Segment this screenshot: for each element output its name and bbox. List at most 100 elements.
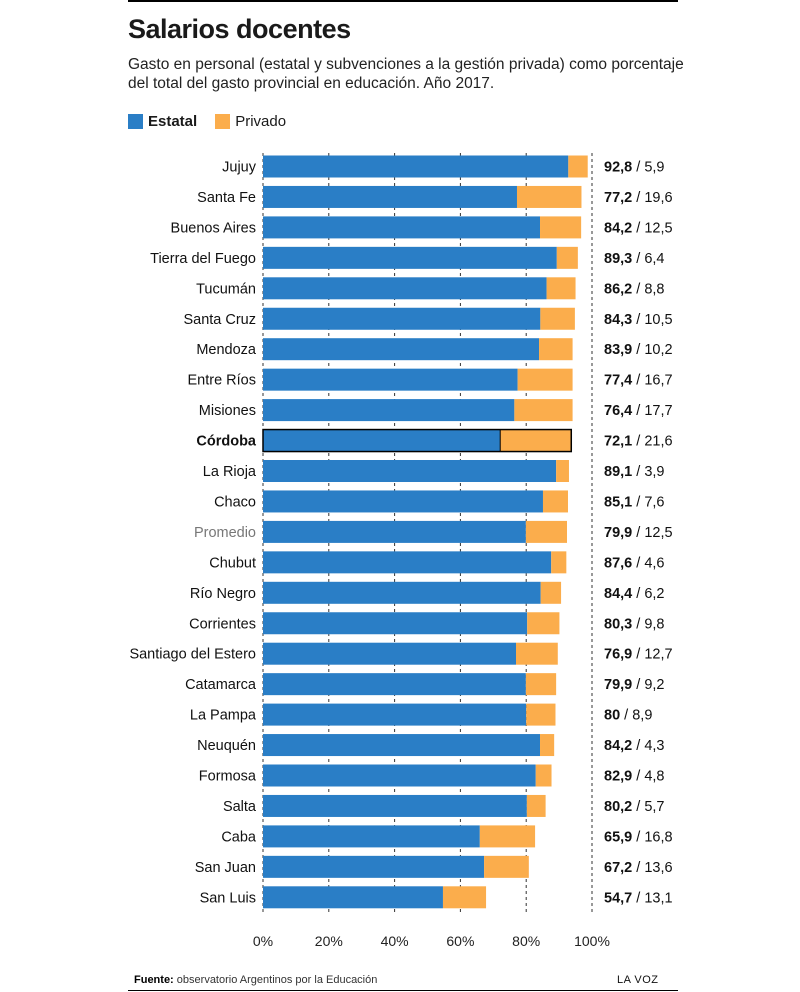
x-tick-label: 20% xyxy=(315,933,343,949)
value-label: 84,4 / 6,2 xyxy=(604,586,664,602)
category-label: Río Negro xyxy=(190,586,256,602)
value-label-estatal: 80,3 xyxy=(604,616,632,632)
bar-privado xyxy=(540,216,582,239)
value-label-estatal: 89,3 xyxy=(604,251,632,267)
value-label-privado: / 9,8 xyxy=(632,616,664,632)
source-note: Fuente: observatorio Argentinos por la E… xyxy=(134,974,377,986)
value-label-estatal: 76,9 xyxy=(604,647,632,663)
category-label: Tierra del Fuego xyxy=(150,251,256,267)
value-label: 89,3 / 6,4 xyxy=(604,251,664,267)
legend-swatch-estatal xyxy=(128,113,143,129)
category-label: La Pampa xyxy=(190,708,257,724)
bar-privado xyxy=(542,490,568,513)
value-label-estatal: 80,2 xyxy=(604,799,632,815)
value-label-privado: / 4,3 xyxy=(632,738,664,754)
value-label: 83,9 / 10,2 xyxy=(604,342,673,358)
value-label-estatal: 89,1 xyxy=(604,464,632,480)
value-label: 80,2 / 5,7 xyxy=(604,799,664,815)
category-label: Promedio xyxy=(194,525,256,541)
value-label-privado: / 12,5 xyxy=(632,220,672,236)
bar-estatal xyxy=(263,673,526,696)
legend-item-estatal: Estatal xyxy=(128,113,197,130)
category-label: Catamarca xyxy=(185,677,257,693)
value-label-estatal: 80 xyxy=(604,708,620,724)
bar-estatal xyxy=(263,886,443,909)
category-label: Santa Fe xyxy=(197,190,256,206)
bar-privado xyxy=(525,673,557,696)
value-label-estatal: 77,4 xyxy=(604,373,632,389)
value-label: 76,9 / 12,7 xyxy=(604,647,673,663)
x-tick-label: 40% xyxy=(381,933,409,949)
bar-privado xyxy=(517,368,573,391)
category-label: Corrientes xyxy=(189,616,256,632)
value-label-privado: / 16,8 xyxy=(632,829,672,845)
value-label: 79,9 / 9,2 xyxy=(604,677,664,693)
value-label-estatal: 65,9 xyxy=(604,829,632,845)
x-tick-label: 0% xyxy=(253,933,273,949)
category-label: Salta xyxy=(223,799,257,815)
bar-estatal xyxy=(263,185,517,208)
value-label: 84,2 / 4,3 xyxy=(604,738,664,754)
category-label: Caba xyxy=(221,829,257,845)
value-label-privado: / 6,4 xyxy=(632,251,664,267)
category-label: Santiago del Estero xyxy=(129,647,256,663)
bar-estatal xyxy=(263,338,540,361)
chart-title: Salarios docentes xyxy=(128,14,351,44)
legend: Estatal Privado xyxy=(128,112,304,130)
value-label-estatal: 87,6 xyxy=(604,555,632,571)
value-label-privado: / 4,8 xyxy=(632,769,664,785)
value-label-privado: / 16,7 xyxy=(632,373,672,389)
bar-estatal xyxy=(263,520,526,543)
bar-privado xyxy=(527,612,560,635)
category-label: Entre Ríos xyxy=(188,373,257,389)
value-label-estatal: 84,4 xyxy=(604,586,632,602)
chart-subtitle: Gasto en personal (estatal y subvencione… xyxy=(128,56,684,92)
value-label: 77,2 / 19,6 xyxy=(604,190,673,206)
value-label-privado: / 6,2 xyxy=(632,586,664,602)
value-label-estatal: 84,2 xyxy=(604,738,632,754)
value-label-estatal: 92,8 xyxy=(604,160,632,176)
value-label-privado: / 3,9 xyxy=(632,464,664,480)
bar-estatal xyxy=(263,399,515,422)
bar-estatal xyxy=(263,429,501,452)
bar-estatal xyxy=(263,764,536,787)
legend-swatch-privado xyxy=(215,113,231,129)
bar-privado xyxy=(540,581,562,604)
value-label-estatal: 79,9 xyxy=(604,677,632,693)
top-rule xyxy=(128,0,678,2)
value-label: 54,7 / 13,1 xyxy=(604,890,673,906)
value-label-privado: / 7,6 xyxy=(632,494,664,510)
value-label: 84,2 / 12,5 xyxy=(604,220,673,236)
brand-logo-text: LA VOZ xyxy=(617,974,659,986)
value-label: 82,9 / 4,8 xyxy=(604,769,664,785)
value-label-privado: / 10,5 xyxy=(632,312,672,328)
category-label: Buenos Aires xyxy=(171,220,256,236)
value-label-privado: / 12,7 xyxy=(632,647,672,663)
bar-estatal xyxy=(263,825,480,848)
bar-privado xyxy=(551,551,567,574)
bar-estatal xyxy=(263,307,541,330)
value-label-privado: / 10,2 xyxy=(632,342,672,358)
value-label: 72,1 / 21,6 xyxy=(604,434,673,450)
source-text: observatorio Argentinos por la Educación xyxy=(176,974,378,986)
category-label: Misiones xyxy=(199,403,256,419)
category-label: Tucumán xyxy=(196,281,256,297)
category-label: San Luis xyxy=(200,890,256,906)
bar-privado xyxy=(539,338,573,361)
category-label: Chubut xyxy=(209,555,256,571)
bar-privado xyxy=(514,399,573,422)
bar-privado xyxy=(540,734,555,757)
bar-estatal xyxy=(263,277,547,300)
value-label: 89,1 / 3,9 xyxy=(604,464,664,480)
bar-privado xyxy=(516,185,582,208)
value-label-privado: / 8,8 xyxy=(632,281,664,297)
bar-estatal xyxy=(263,216,541,239)
value-label: 65,9 / 16,8 xyxy=(604,829,673,845)
category-label: Chaco xyxy=(214,494,256,510)
bar-estatal xyxy=(263,734,541,757)
value-label-privado: / 17,7 xyxy=(632,403,672,419)
category-label: Neuquén xyxy=(197,738,256,754)
bar-privado xyxy=(484,855,529,878)
value-label-privado: / 8,9 xyxy=(620,708,652,724)
